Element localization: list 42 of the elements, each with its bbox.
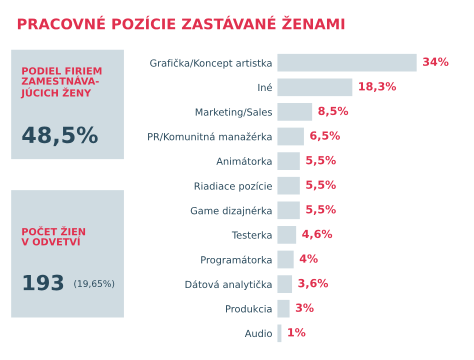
data-label: 3,6% bbox=[298, 278, 328, 289]
bar bbox=[277, 54, 417, 72]
y-tick-label: Programátorka bbox=[201, 256, 272, 266]
data-label: 3% bbox=[296, 304, 314, 312]
data-label: 34% bbox=[423, 58, 448, 66]
bar bbox=[277, 176, 300, 195]
data-label: 8,5% bbox=[318, 106, 348, 117]
bar bbox=[277, 78, 352, 96]
bar bbox=[277, 128, 304, 146]
text: POČET ŽIEN V ODVETVÍ bbox=[21, 226, 86, 246]
y-tick-label: Marketing/Sales bbox=[196, 108, 272, 118]
y-tick-label: Iné bbox=[258, 83, 272, 92]
data-label: 5,5% bbox=[306, 205, 336, 215]
data-label: 4% bbox=[300, 254, 318, 263]
y-tick-label: Dátová analytička bbox=[186, 280, 272, 290]
data-label: 5,5% bbox=[306, 156, 336, 166]
text: PODIEL FIRIEM ZAMESTNÁVA- JÚCICH ŽENY bbox=[20, 67, 102, 98]
y-tick-label: Animátorka bbox=[216, 157, 272, 165]
bar bbox=[277, 275, 292, 293]
y-tick-label: Game dizajnérka bbox=[190, 206, 272, 216]
data-label: 1% bbox=[288, 328, 306, 337]
bar bbox=[277, 250, 294, 268]
y-tick-label: PR/Komunitná manažérka bbox=[148, 132, 272, 142]
y-tick-label: Produkcia bbox=[226, 305, 272, 313]
bar bbox=[277, 226, 296, 244]
y-tick-label: Riadiace pozície bbox=[194, 182, 272, 192]
y-tick-label: Testerka bbox=[232, 231, 272, 239]
bar bbox=[277, 152, 300, 170]
data-label: 5,5% bbox=[306, 180, 336, 190]
bar bbox=[277, 201, 300, 220]
data-label: 6,5% bbox=[310, 131, 340, 142]
y-tick-label: Grafička/Koncept artistka bbox=[150, 58, 272, 69]
text: (19,65%) bbox=[74, 280, 114, 288]
text: 193 bbox=[24, 274, 64, 290]
text: 48,5% bbox=[22, 126, 98, 146]
bar bbox=[277, 300, 290, 318]
y-tick-label: Audio bbox=[244, 330, 272, 338]
data-label: 4,6% bbox=[302, 230, 332, 240]
bar bbox=[277, 324, 282, 342]
chart-title: PRACOVNÉ POZÍCIE ZASTÁVANÉ ŽENAMI bbox=[18, 16, 344, 30]
data-label: 18,3% bbox=[359, 82, 396, 92]
bar bbox=[277, 103, 312, 121]
